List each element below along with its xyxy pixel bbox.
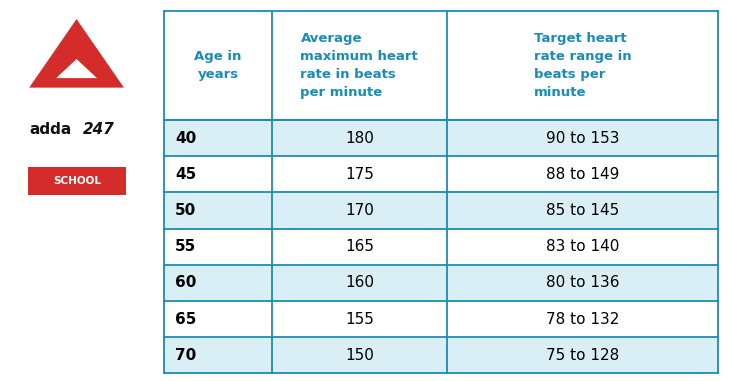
Text: 150: 150 (345, 348, 374, 363)
Bar (164, 192, 718, 229)
Text: adda: adda (29, 122, 71, 137)
Text: 75 to 128: 75 to 128 (546, 348, 619, 363)
Text: SCHOOL: SCHOOL (53, 176, 101, 186)
Bar (164, 156, 718, 192)
Text: 65: 65 (175, 312, 196, 327)
Text: 80 to 136: 80 to 136 (545, 275, 619, 290)
Text: 40: 40 (175, 131, 196, 146)
Text: 83 to 140: 83 to 140 (545, 239, 619, 254)
Text: 78 to 132: 78 to 132 (545, 312, 619, 327)
Text: 45: 45 (175, 167, 196, 182)
Text: 160: 160 (345, 275, 374, 290)
Text: Average
maximum heart
rate in beats
per minute: Average maximum heart rate in beats per … (300, 32, 418, 99)
Bar (164, 265, 718, 301)
Text: Age in
years: Age in years (195, 50, 242, 81)
Text: 50: 50 (175, 203, 196, 218)
Polygon shape (56, 59, 97, 78)
Bar (164, 120, 718, 156)
Bar (164, 301, 718, 337)
Text: 85 to 145: 85 to 145 (546, 203, 619, 218)
Text: 88 to 149: 88 to 149 (545, 167, 619, 182)
Text: 70: 70 (175, 348, 196, 363)
Text: 247: 247 (82, 122, 114, 137)
Text: 170: 170 (345, 203, 374, 218)
Bar (28, 167, 126, 195)
Bar (164, 11, 718, 120)
Bar (164, 229, 718, 265)
Polygon shape (29, 19, 124, 88)
Text: 165: 165 (345, 239, 374, 254)
Text: 60: 60 (175, 275, 196, 290)
Text: 155: 155 (345, 312, 374, 327)
Text: Target heart
rate range in
beats per
minute: Target heart rate range in beats per min… (534, 32, 631, 99)
Text: 55: 55 (175, 239, 196, 254)
Text: 175: 175 (345, 167, 374, 182)
Text: 90 to 153: 90 to 153 (545, 131, 619, 146)
Text: 180: 180 (345, 131, 374, 146)
Bar (164, 337, 718, 373)
